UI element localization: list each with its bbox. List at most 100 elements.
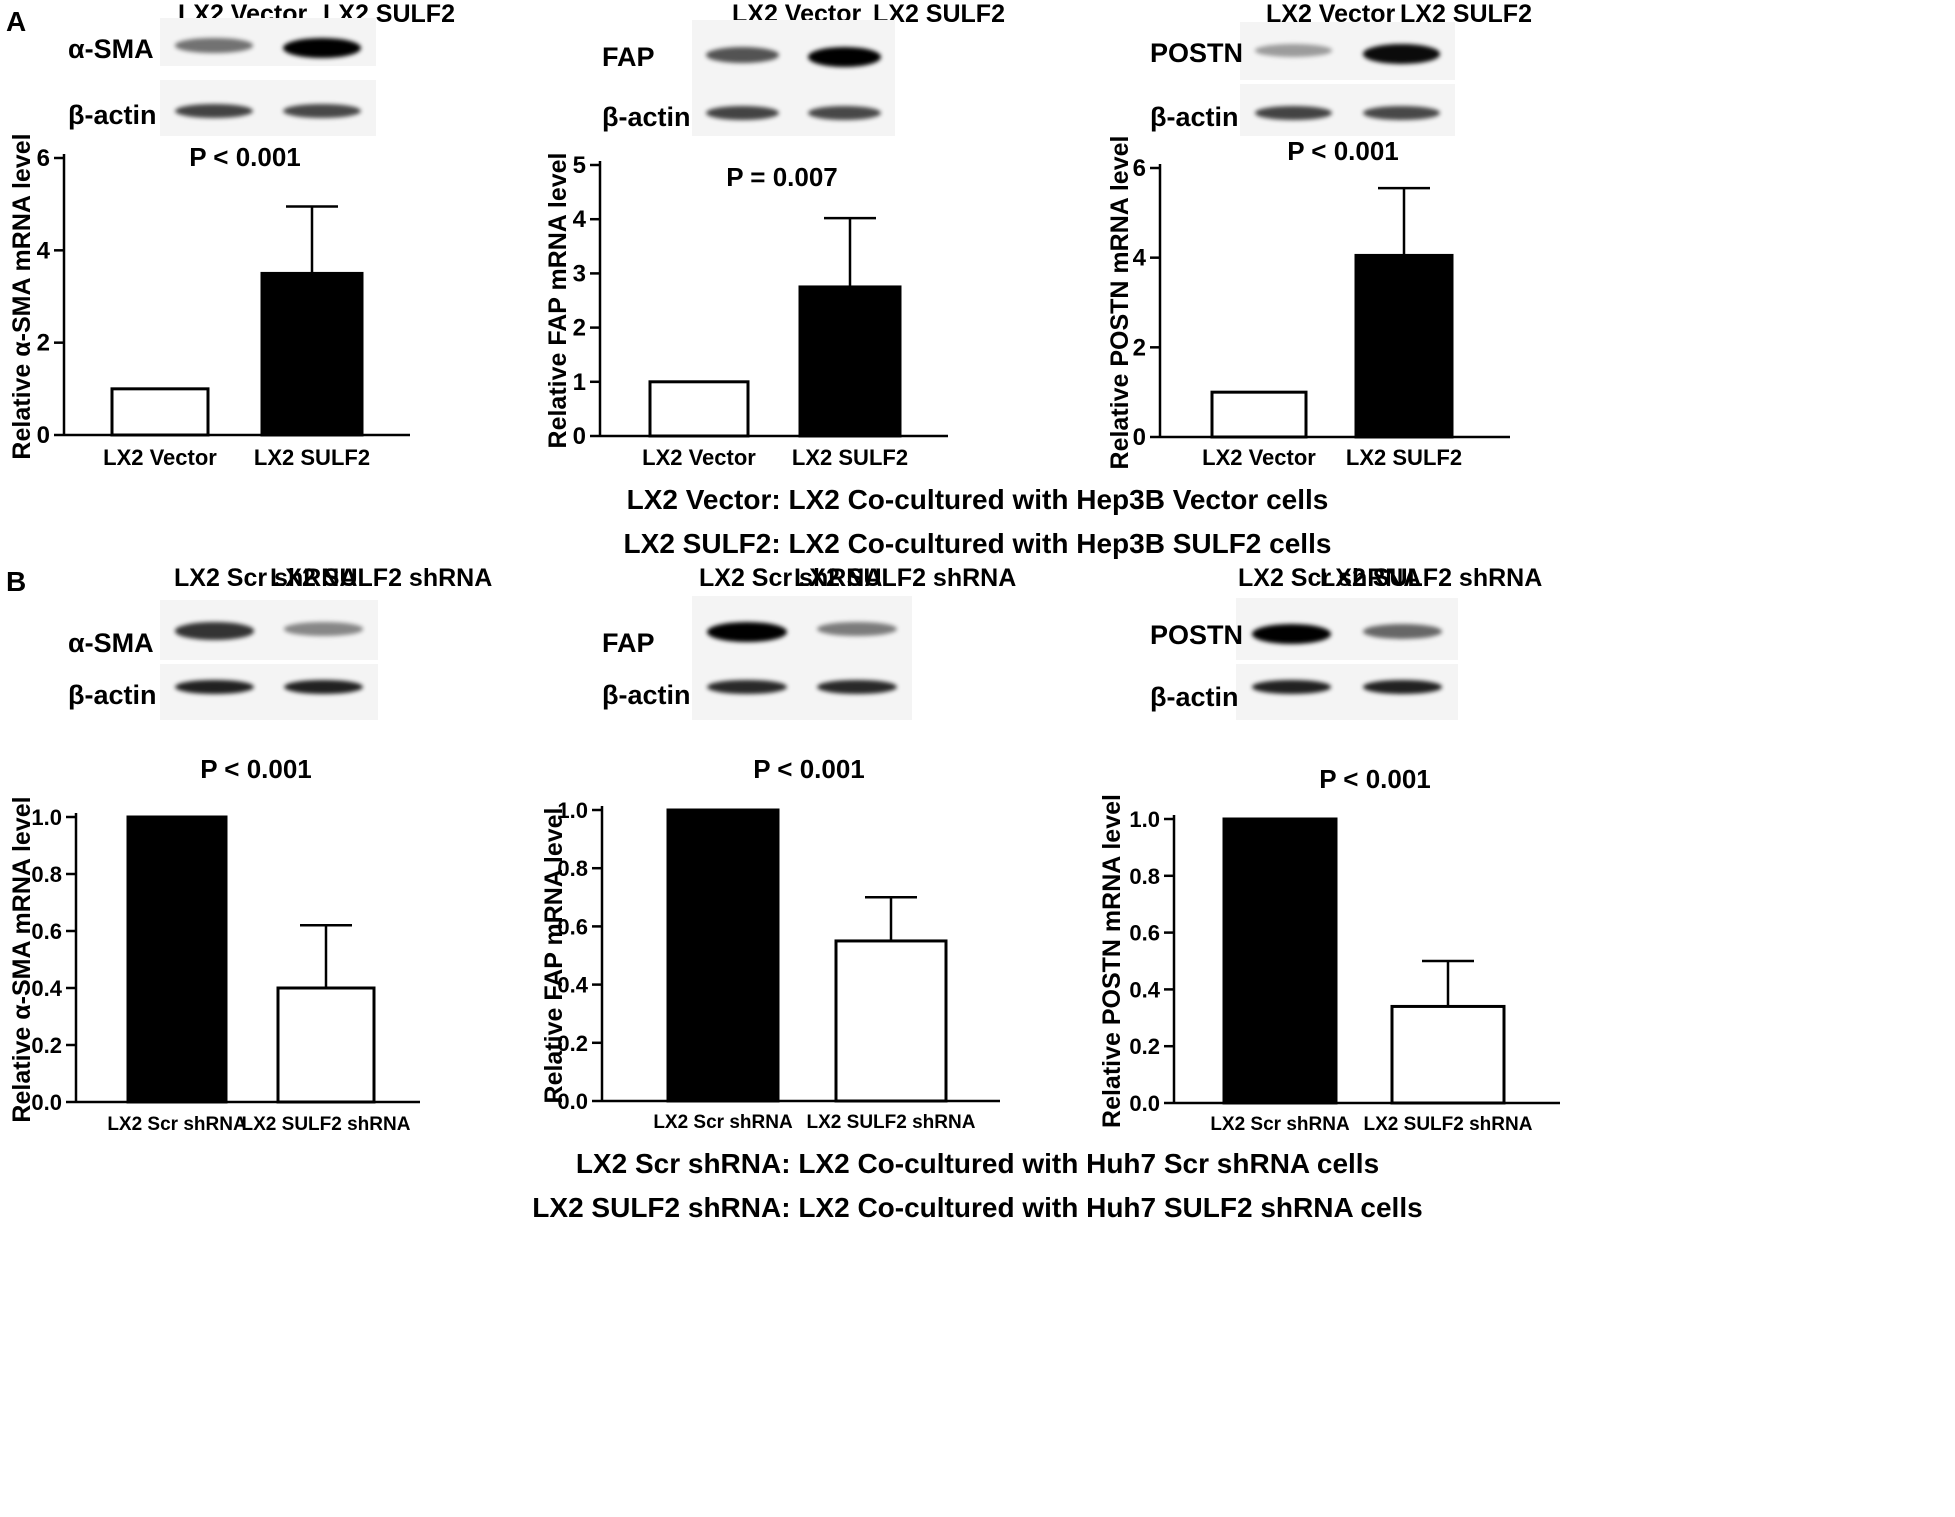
- bar: [260, 271, 364, 437]
- blot-band-loading: [175, 104, 253, 118]
- x-category-label: LX2 SULF2 shRNA: [1364, 1114, 1533, 1135]
- y-tick-label: 0.8: [31, 862, 62, 887]
- legend-a-line-1: LX2 Vector: LX2 Co-cultured with Hep3B V…: [626, 484, 1329, 515]
- blot-band-target: [283, 38, 361, 58]
- x-category-label: LX2 Vector: [642, 445, 756, 470]
- blot-band-loading: [706, 106, 780, 120]
- p-value-annotation: P = 0.007: [726, 162, 838, 192]
- y-tick-label: 4: [573, 206, 587, 233]
- blot-band-loading: [283, 104, 361, 118]
- bar: [126, 815, 228, 1104]
- bar: [1210, 390, 1308, 439]
- y-tick-label: 0.0: [31, 1090, 62, 1115]
- blot-group-label: LX2 SULF2 shRNA: [1320, 564, 1543, 592]
- y-tick-label: 0.2: [31, 1033, 62, 1058]
- x-category-label: LX2 Vector: [103, 445, 217, 470]
- y-tick-label: 5: [573, 152, 586, 179]
- p-value-annotation: P < 0.001: [189, 142, 301, 172]
- bar: [1354, 253, 1454, 439]
- blot-loading-label: β-actin: [68, 680, 157, 710]
- bar: [648, 380, 750, 438]
- legend-b-line-1: LX2 Scr shRNA: LX2 Co-cultured with Huh7…: [575, 1148, 1380, 1179]
- y-tick-label: 0: [37, 422, 50, 449]
- bar: [276, 986, 376, 1104]
- p-value-annotation: P < 0.001: [1287, 136, 1399, 166]
- y-tick-label: 6: [37, 145, 50, 172]
- blot-band-target: [817, 622, 897, 636]
- blot-band-target: [707, 622, 787, 642]
- blot-loading-label: β-actin: [602, 680, 691, 710]
- blot-loading-label: β-actin: [1150, 682, 1239, 712]
- blot-target-label: FAP: [602, 628, 655, 658]
- x-category-label: LX2 SULF2: [1346, 445, 1462, 470]
- x-category-label: LX2 SULF2: [792, 445, 908, 470]
- y-axis-label: Relative FAP mRNA level: [540, 808, 568, 1104]
- y-tick-label: 0.4: [557, 973, 588, 998]
- blot-target-label: FAP: [602, 42, 655, 72]
- y-tick-label: 0: [1133, 424, 1146, 451]
- y-tick-label: 2: [1133, 334, 1146, 361]
- y-axis-label: Relative POSTN mRNA level: [1106, 136, 1134, 470]
- blot-target-label: α-SMA: [68, 628, 154, 658]
- y-tick-label: 6: [1133, 155, 1146, 182]
- y-tick-label: 0.4: [1129, 977, 1160, 1002]
- p-value-annotation: P < 0.001: [753, 754, 865, 784]
- blot-target-label: POSTN: [1150, 38, 1244, 68]
- y-axis-label: Relative POSTN mRNA level: [1098, 794, 1126, 1128]
- bar: [1390, 1004, 1506, 1105]
- bar: [834, 939, 948, 1103]
- blot-band-target: [284, 622, 363, 636]
- blot-band-target: [175, 38, 253, 53]
- blot-band-loading: [817, 680, 897, 694]
- blot-band-target: [1255, 44, 1333, 57]
- blot-group-label: LX2 SULF2 shRNA: [794, 564, 1017, 592]
- y-tick-label: 0.6: [31, 919, 62, 944]
- x-category-label: LX2 SULF2 shRNA: [242, 1114, 411, 1135]
- y-tick-label: 0.8: [557, 856, 588, 881]
- bar: [666, 808, 780, 1103]
- y-tick-label: 0.8: [1129, 864, 1160, 889]
- y-tick-label: 1: [573, 369, 586, 396]
- blot-band-loading: [1255, 106, 1333, 120]
- y-tick-label: 4: [37, 237, 51, 264]
- blot-band-loading: [1362, 106, 1440, 120]
- legend-a-line-2: LX2 SULF2: LX2 Co-cultured with Hep3B SU…: [623, 528, 1332, 559]
- y-tick-label: 0.4: [31, 976, 62, 1001]
- blot-loading-label: β-actin: [68, 100, 157, 130]
- blot-group-label: LX2 Scr shRNA: [1238, 564, 1422, 592]
- y-tick-label: 0.2: [1129, 1034, 1160, 1059]
- x-category-label: LX2 Scr shRNA: [1210, 1114, 1350, 1135]
- blot-band-target: [175, 622, 254, 640]
- p-value-annotation: P < 0.001: [200, 754, 312, 784]
- y-tick-label: 1.0: [1129, 807, 1160, 832]
- y-tick-label: 4: [1133, 245, 1147, 272]
- y-tick-label: 1.0: [557, 798, 588, 823]
- x-category-label: LX2 SULF2: [254, 445, 370, 470]
- blot-band-target: [1362, 44, 1440, 64]
- x-category-label: LX2 Scr shRNA: [653, 1112, 793, 1133]
- blot-loading-label: β-actin: [1150, 102, 1239, 132]
- y-tick-label: 0.6: [1129, 921, 1160, 946]
- y-axis-label: Relative α-SMA mRNA level: [8, 133, 36, 459]
- blot-band-loading: [807, 106, 881, 120]
- x-category-label: LX2 Vector: [1202, 445, 1316, 470]
- blot-band-loading: [707, 680, 787, 694]
- panel-b-letter: B: [6, 566, 27, 597]
- blot-band-loading: [1362, 680, 1443, 694]
- y-tick-label: 3: [573, 260, 586, 287]
- blot-group-label: LX2 Scr shRNA: [699, 564, 883, 592]
- bar: [1222, 817, 1338, 1105]
- bar: [110, 387, 210, 437]
- blot-band-target: [1251, 624, 1332, 644]
- blot-loading-label: β-actin: [602, 102, 691, 132]
- y-tick-label: 0.2: [557, 1031, 588, 1056]
- y-tick-label: 1.0: [31, 805, 62, 830]
- y-tick-label: 0.0: [1129, 1091, 1160, 1116]
- panel-a-letter: A: [6, 6, 27, 37]
- blot-group-label: LX2 SULF2 shRNA: [270, 564, 493, 592]
- blot-target-label: POSTN: [1150, 620, 1244, 650]
- y-axis-label: Relative α-SMA mRNA level: [8, 796, 36, 1122]
- legend-b-line-2: LX2 SULF2 shRNA: LX2 Co-cultured with Hu…: [532, 1192, 1423, 1223]
